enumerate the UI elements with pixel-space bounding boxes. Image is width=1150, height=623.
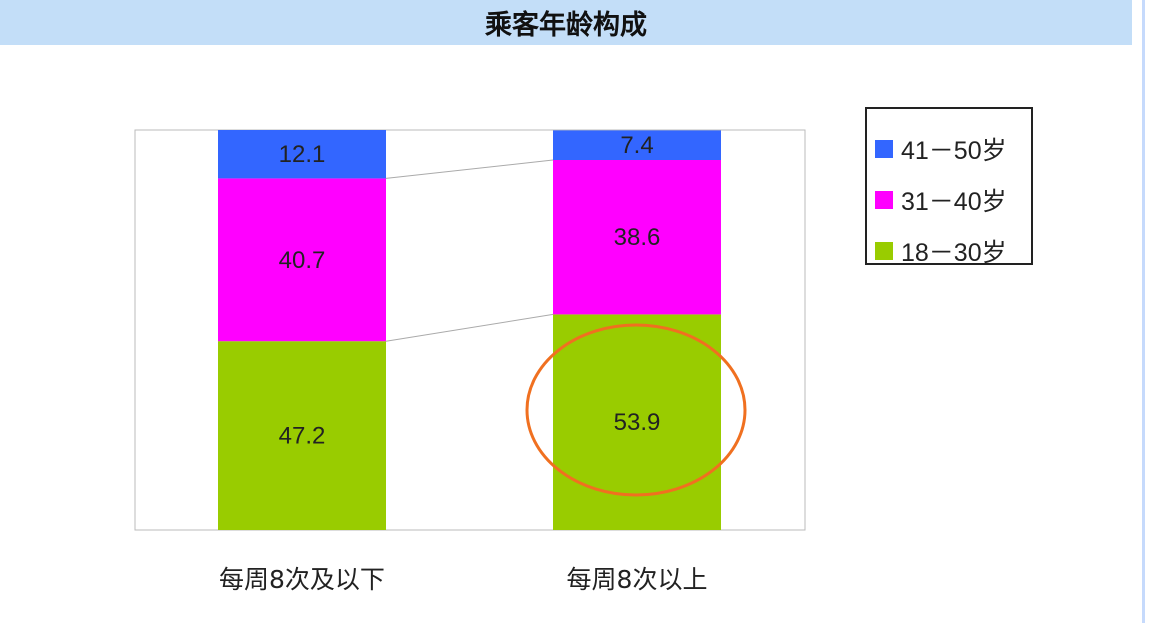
- highlight-ellipse: [525, 323, 747, 497]
- panel-border: [1142, 0, 1145, 623]
- bar-segment: [218, 178, 386, 342]
- bar-segment: [553, 130, 721, 160]
- data-label: 7.4: [620, 132, 653, 159]
- series-line: [385, 159, 554, 179]
- legend-item: 41－50岁: [875, 123, 1031, 174]
- legend-swatch: [875, 241, 893, 260]
- legend-swatch: [875, 139, 893, 158]
- bar-segment: [218, 130, 386, 179]
- legend-swatch: [875, 190, 893, 209]
- data-label: 12.1: [279, 141, 326, 168]
- data-label: 38.6: [614, 224, 661, 251]
- data-label: 53.9: [614, 409, 661, 436]
- legend-label: 31－40岁: [901, 187, 1007, 216]
- data-label: 47.2: [279, 423, 326, 450]
- legend: 41－50岁 31－40岁 18－30岁: [865, 107, 1033, 267]
- legend-label: 41－50岁: [901, 136, 1007, 165]
- bar-segment: [218, 341, 386, 530]
- legend-label: 18－30岁: [901, 238, 1007, 267]
- bar-segment: [553, 160, 721, 315]
- series-line: [385, 313, 554, 342]
- legend-item: 18－30岁: [875, 225, 1031, 276]
- x-tick-label: 每周8次以上: [567, 565, 708, 594]
- x-tick-label: 每周8次及以下: [219, 565, 385, 594]
- data-label: 40.7: [279, 247, 326, 274]
- legend-item: 31－40岁: [875, 174, 1031, 225]
- chart-title: 乘客年龄构成: [0, 0, 1132, 45]
